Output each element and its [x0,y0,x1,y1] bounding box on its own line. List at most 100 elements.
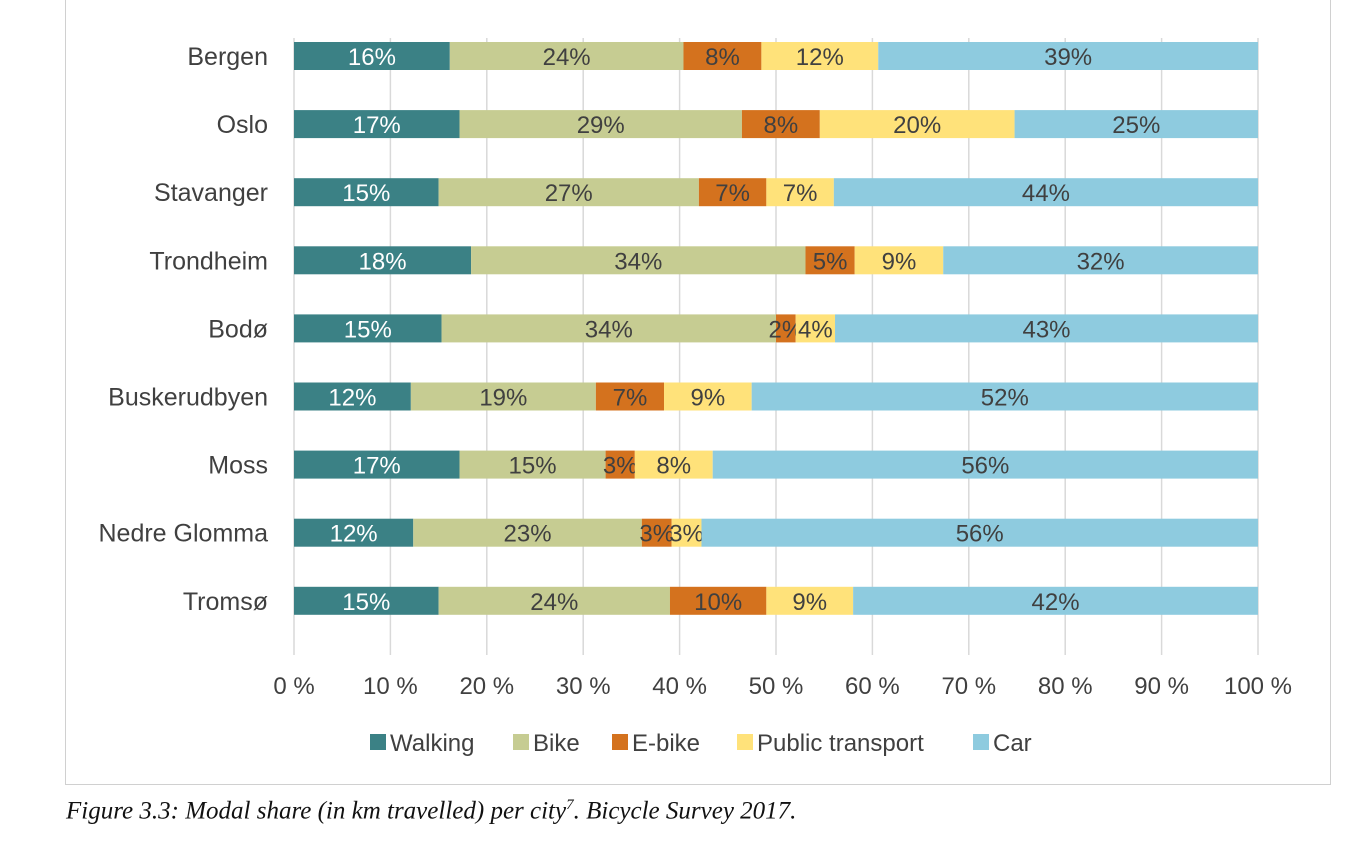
x-tick-label: 30 % [556,673,611,700]
data-label: 24% [530,589,578,616]
x-tick-label: 10 % [363,673,418,700]
bar-segment [805,246,855,275]
bar-segment [751,382,1258,411]
data-label: 17% [353,453,401,480]
data-label: 34% [585,316,633,343]
bar-segment [438,178,699,207]
category-label: Bergen [187,43,268,71]
bar-segment [294,518,414,547]
data-label: 17% [353,112,401,139]
bar-segment [441,314,776,343]
legend-swatch [612,734,628,750]
legend-swatch [737,734,753,750]
bar-segment [819,110,1015,139]
data-label: 9% [690,385,725,412]
data-label: 12% [328,385,376,412]
data-label: 3% [669,521,704,548]
data-label: 24% [543,44,591,71]
bar-segment [438,586,670,615]
data-label: 44% [1022,180,1070,207]
data-label: 7% [783,180,818,207]
data-label: 56% [961,453,1009,480]
category-label: Nedre Glomma [99,520,269,548]
bar-segment [1014,110,1258,139]
bar-segment [741,110,820,139]
x-tick-label: 70 % [941,673,996,700]
bar-segment [795,314,836,343]
bar-segment [413,518,642,547]
bar-segment [698,178,767,207]
data-label: 10% [694,589,742,616]
bar-segment [641,518,672,547]
category-label: Oslo [217,111,268,139]
figure-caption: Figure 3.3: Modal share (in km travelled… [66,797,796,825]
category-label: Tromsø [183,588,268,616]
data-label: 15% [509,453,557,480]
bar-segment [878,42,1258,70]
category-label: Moss [208,452,268,480]
data-label: 16% [348,44,396,71]
bar-segment [449,42,684,70]
data-label: 18% [359,248,407,275]
data-label: 34% [614,248,662,275]
data-label: 7% [613,385,648,412]
bar-segment [294,382,411,411]
data-label: 43% [1022,316,1070,343]
bar-segment [664,382,752,411]
data-label: 32% [1077,248,1125,275]
bar-segment [294,110,460,139]
category-labels: Bergen Oslo Stavanger Trondheim Bodø Buskerud… [99,43,269,616]
bar-segment [294,450,460,479]
data-label: 12% [796,44,844,71]
data-label: 20% [893,112,941,139]
data-label: 39% [1044,44,1092,71]
data-label: 15% [344,316,392,343]
x-axis-tick-labels: 0 % 10 % 20 % 30 % 40 % 50 % 60 % 70 % 80 % 90 % 1… [273,673,1292,700]
bar-segment [634,450,713,479]
data-label: 9% [792,589,827,616]
data-label: 42% [1032,589,1080,616]
legend-label: Car [993,730,1032,757]
bar-segment [853,586,1258,615]
x-tick-label: 20 % [459,673,514,700]
data-label: 19% [479,385,527,412]
bars: 16% 24% 8% 12% 39% 17% 29% 8% 20% 25% 15% 27% 7% 7% 44… [294,42,1258,616]
bar-segment [595,382,665,411]
bar-segment [701,518,1258,547]
bar-segment [294,586,439,615]
data-label: 4% [798,316,833,343]
bar-segment [766,586,854,615]
data-label: 29% [577,112,625,139]
bar-segment [459,450,606,479]
caption-text: Figure 3.3: Modal share (in km travelled… [66,797,567,825]
data-label: 56% [956,521,1004,548]
bar-segment [776,314,796,343]
x-tick-label: 60 % [845,673,900,700]
legend-label: Public transport [757,730,924,757]
x-tick-label: 100 % [1224,673,1292,700]
bar-segment [854,246,944,275]
data-label: 15% [342,180,390,207]
data-label: 8% [705,44,740,71]
legend-label: Bike [533,730,580,757]
bar-segment [605,450,635,479]
bar-segment [669,586,767,615]
legend: Walking Bike E-bike Public transport Car [370,730,1032,757]
data-label: 7% [715,180,750,207]
bar-segment [683,42,762,70]
x-tick-label: 40 % [652,673,707,700]
bar-segment [459,110,742,139]
data-label: 8% [764,112,799,139]
x-tick-label: 80 % [1038,673,1093,700]
bar-segment [471,246,806,275]
category-label: Bodø [208,315,268,343]
category-label: Trondheim [149,247,268,275]
bar-segment [943,246,1258,275]
data-label: 15% [342,589,390,616]
data-label: 25% [1112,112,1160,139]
data-label: 12% [330,521,378,548]
legend-label: Walking [390,730,474,757]
bar-segment [294,42,450,70]
bar-segment [410,382,596,411]
bar-segment [835,314,1258,343]
